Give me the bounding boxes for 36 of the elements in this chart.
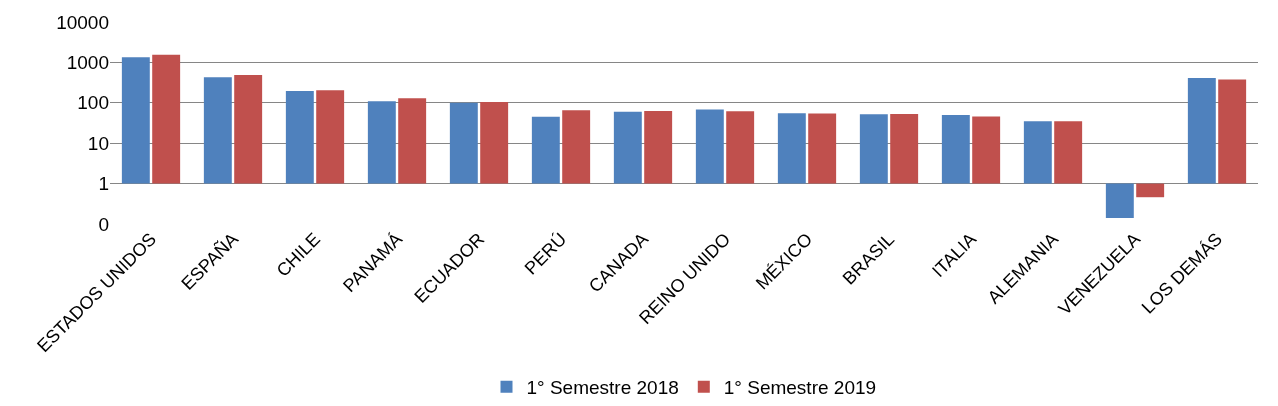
y-tick-label: 1000: [66, 52, 109, 74]
bar: [890, 113, 919, 184]
bar: [367, 101, 396, 184]
y-tick-label: 10000: [56, 11, 109, 33]
bar: [398, 98, 427, 184]
bar: [316, 90, 345, 184]
bar: [203, 77, 232, 184]
bar: [777, 113, 806, 184]
bar: [726, 111, 755, 184]
bar: [1218, 79, 1247, 184]
bar: [1136, 183, 1165, 198]
bar: [859, 114, 888, 184]
bar: [121, 57, 150, 184]
y-tick-label: 10: [87, 132, 109, 154]
y-tick-label: 1: [98, 173, 109, 195]
bar: [941, 114, 970, 184]
bar: [152, 54, 181, 184]
bar: [1054, 121, 1083, 184]
bar: [562, 110, 591, 184]
bar: [531, 116, 560, 184]
bar: [972, 116, 1001, 184]
bar: [234, 74, 263, 184]
bar: [613, 111, 642, 184]
bar: [285, 91, 314, 184]
bar: [449, 102, 478, 184]
bar: [808, 113, 837, 184]
bar: [1105, 183, 1134, 219]
y-tick-label: 100: [77, 92, 109, 114]
bar: [1187, 78, 1216, 184]
legend-label: 1° Semestre 2019: [723, 377, 877, 399]
legend-label: 1° Semestre 2018: [526, 377, 679, 399]
bar: [1023, 121, 1052, 184]
bar: [695, 109, 724, 184]
bar: [480, 101, 509, 184]
y-tick-label: 0: [98, 213, 109, 235]
bar: [644, 110, 673, 184]
